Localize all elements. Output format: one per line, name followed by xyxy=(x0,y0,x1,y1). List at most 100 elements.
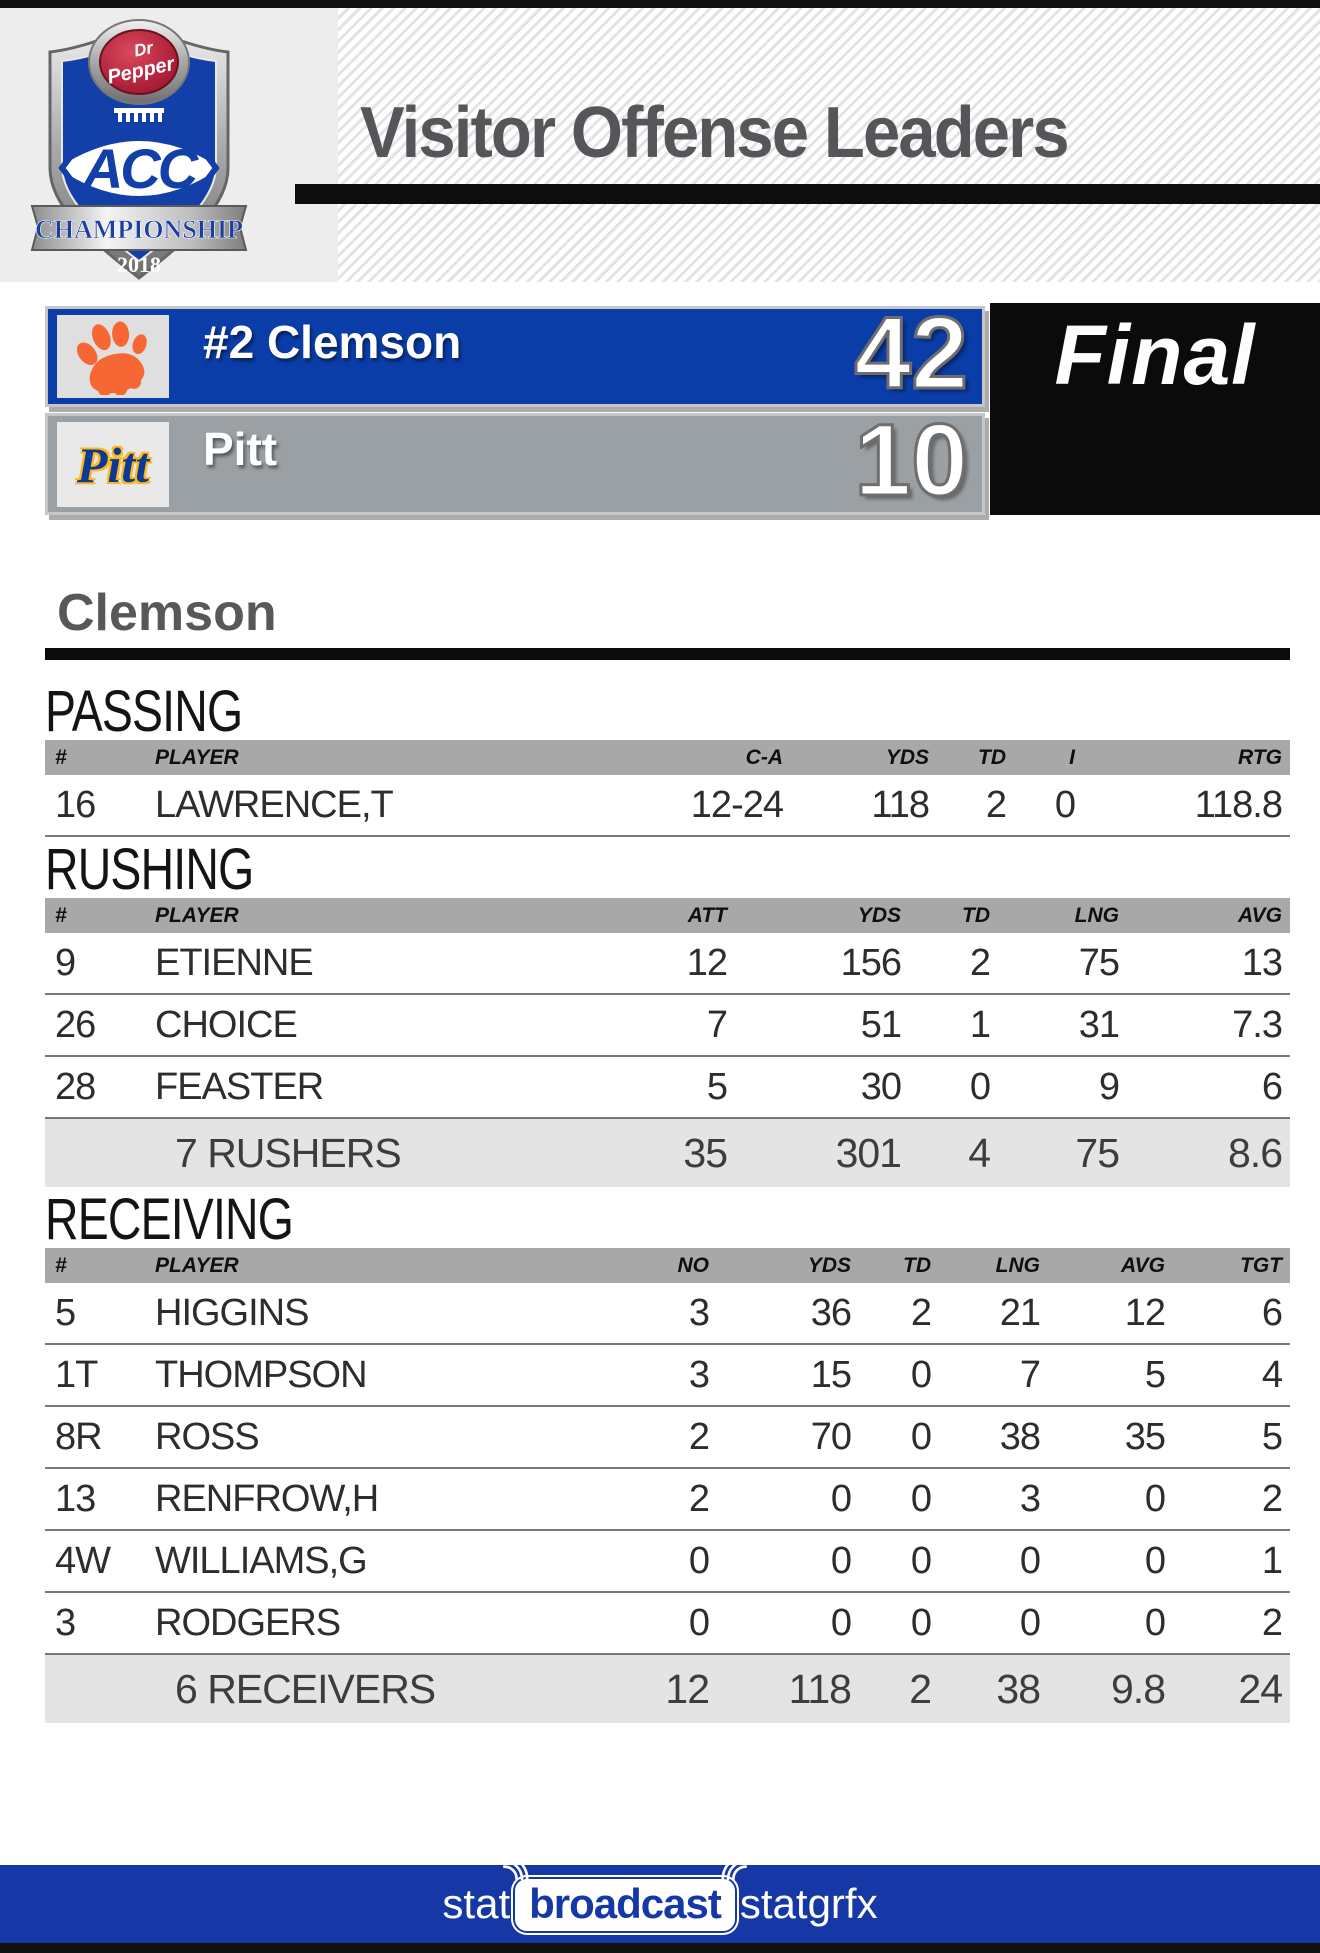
table-cell: 36 xyxy=(810,1291,852,1334)
table-cell: 38 xyxy=(999,1415,1041,1458)
column-header: YDS xyxy=(857,903,901,927)
stats-tables: PASSING # PLAYER C-A YDS TD I RTG 16 LAWRENCE,T 12… xyxy=(45,679,1290,1723)
column-header: C-A xyxy=(745,745,783,769)
table-cell: 70 xyxy=(810,1415,852,1458)
team-section-underline xyxy=(45,648,1290,660)
column-header: LNG xyxy=(995,1253,1040,1277)
top-black-strip xyxy=(0,0,1320,8)
table-cell: 2 xyxy=(910,1291,932,1334)
table-cell: 6 xyxy=(1261,1291,1283,1334)
table-cell: 8R xyxy=(55,1415,103,1458)
pitt-script-logo: Pitt xyxy=(76,436,150,493)
table-cell: 0 xyxy=(969,1065,991,1108)
table-title-text: PASSING xyxy=(45,679,243,744)
table-rushing: RUSHING # PLAYER ATT YDS TD LNG AVG 9 ETIENNE 12 15… xyxy=(45,841,1290,1187)
table-cell: 26 xyxy=(55,1003,96,1046)
totals-cell: 35 xyxy=(683,1129,728,1176)
table-cell: 5 xyxy=(706,1065,728,1108)
team-name-pitt: Pitt xyxy=(203,423,278,475)
totals-cell: 6 RECEIVERS xyxy=(175,1665,436,1712)
brand-grfx: grfx xyxy=(807,1880,878,1927)
table-cell: 30 xyxy=(860,1065,902,1108)
table-cell: 0 xyxy=(1019,1601,1041,1644)
table-row: 8R ROSS 2 70 0 38 35 5 xyxy=(45,1407,1290,1469)
table-cell: 7 xyxy=(1019,1353,1041,1396)
table-totals-row: 7 RUSHERS 35 301 4 75 8.6 xyxy=(45,1119,1290,1187)
table-cell: 0 xyxy=(910,1353,932,1396)
table-cell: ROSS xyxy=(155,1415,260,1458)
team-row-clemson: #2 Clemson 42 xyxy=(45,300,985,407)
signal-right-icon xyxy=(721,1854,747,1881)
table-cell: 3 xyxy=(688,1291,710,1334)
table-title-receiving: RECEIVING xyxy=(45,1187,1290,1252)
table-cell: 0 xyxy=(688,1601,710,1644)
table-cell: 3 xyxy=(1019,1477,1041,1520)
table-cell: 12 xyxy=(1124,1291,1166,1334)
table-cell: 3 xyxy=(688,1353,710,1396)
svg-text:2018: 2018 xyxy=(117,252,161,277)
table-cell: 12 xyxy=(686,941,728,984)
column-header: RTG xyxy=(1238,745,1282,769)
table-cell: 31 xyxy=(1078,1003,1120,1046)
table-cell: 0 xyxy=(1019,1539,1041,1582)
table-cell: 0 xyxy=(910,1539,932,1582)
table-cell: ETIENNE xyxy=(155,941,314,984)
table-cell: 13 xyxy=(1241,941,1283,984)
table-row: 9 ETIENNE 12 156 2 75 13 xyxy=(45,933,1290,995)
brand-broadcast: broadcast xyxy=(515,1879,735,1931)
statbroadcast-logo: stat broadcast stat grfx xyxy=(442,1854,878,1931)
table-cell: 51 xyxy=(860,1003,902,1046)
table-cell: 1T xyxy=(55,1353,98,1396)
acc-championship-logo-icon: ACC Dr Pepper CHAMPIONSHIP 2018 xyxy=(30,19,248,280)
table-cell: 7 xyxy=(706,1003,728,1046)
table-cell: 2 xyxy=(688,1415,710,1458)
table-cell: RODGERS xyxy=(155,1601,341,1644)
column-header: PLAYER xyxy=(155,745,239,769)
table-row: 26 CHOICE 7 51 1 31 7.3 xyxy=(45,995,1290,1057)
totals-cell: 38 xyxy=(996,1665,1041,1712)
column-header: AVG xyxy=(1121,1253,1165,1277)
column-header: LNG xyxy=(1074,903,1119,927)
column-header: # xyxy=(55,1253,67,1277)
table-cell: 0 xyxy=(910,1601,932,1644)
totals-cell: 118 xyxy=(788,1665,852,1712)
table-cell: 5 xyxy=(55,1291,76,1334)
team-score-pitt: 10 xyxy=(853,403,969,517)
team-name-clemson: #2 Clemson xyxy=(203,316,462,368)
table-title-text: RECEIVING xyxy=(45,1187,294,1252)
table-row: 13 RENFROW,H 2 0 0 3 0 2 xyxy=(45,1469,1290,1531)
totals-cell: 7 RUSHERS xyxy=(175,1129,402,1176)
team-score-clemson: 42 xyxy=(853,296,969,410)
table-cell: 15 xyxy=(810,1353,852,1396)
totals-cell: 24 xyxy=(1238,1665,1283,1712)
table-cell: 5 xyxy=(1261,1415,1283,1458)
clemson-paw-icon xyxy=(76,320,147,395)
table-title-passing: PASSING xyxy=(45,679,1290,744)
page-title: Visitor Offense Leaders xyxy=(360,93,1070,173)
game-status: Final xyxy=(1054,308,1256,402)
table-header-passing: # PLAYER C-A YDS TD I RTG xyxy=(45,740,1290,775)
table-cell: 118 xyxy=(871,783,930,826)
table-cell: RENFROW,H xyxy=(155,1477,379,1520)
column-header: # xyxy=(55,745,67,769)
column-header: # xyxy=(55,903,67,927)
table-cell: 2 xyxy=(1261,1477,1283,1520)
table-cell: 2 xyxy=(688,1477,710,1520)
totals-cell: 301 xyxy=(835,1129,902,1176)
table-cell: 2 xyxy=(969,941,991,984)
table-cell: 5 xyxy=(1144,1353,1166,1396)
table-passing: PASSING # PLAYER C-A YDS TD I RTG 16 LAWRENCE,T 12… xyxy=(45,679,1290,837)
table-cell: 0 xyxy=(830,1539,852,1582)
table-cell: 9 xyxy=(55,941,76,984)
table-cell: 0 xyxy=(1144,1601,1166,1644)
table-cell: LAWRENCE,T xyxy=(155,783,394,826)
totals-cell: 75 xyxy=(1075,1129,1120,1176)
table-cell: 6 xyxy=(1261,1065,1283,1108)
table-cell: 118.8 xyxy=(1194,783,1283,826)
table-cell: 0 xyxy=(1144,1539,1166,1582)
table-cell: 7.3 xyxy=(1232,1003,1283,1046)
table-cell: 13 xyxy=(55,1477,96,1520)
table-totals-row: 6 RECEIVERS 12 118 2 38 9.8 24 xyxy=(45,1655,1290,1723)
team-row-pitt: Pitt Pitt 10 xyxy=(45,407,985,515)
